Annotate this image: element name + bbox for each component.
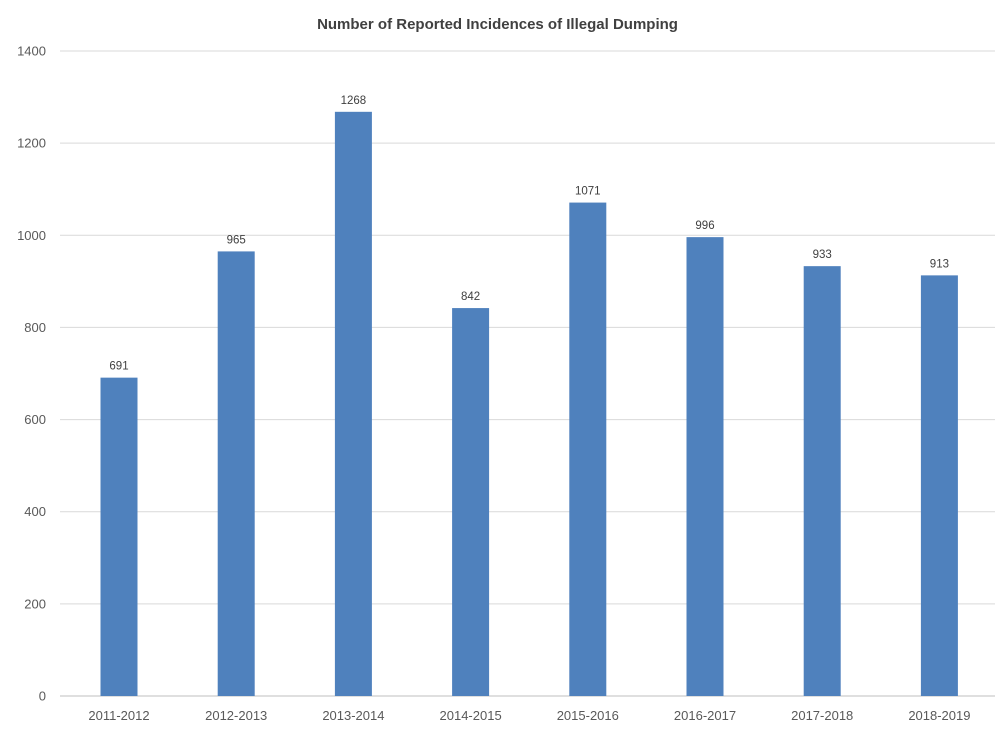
bars bbox=[100, 111, 958, 697]
bar bbox=[334, 111, 372, 697]
bar bbox=[569, 202, 607, 696]
y-axis-ticks: 0 200 400 600 800 1000 1200 1400 bbox=[17, 44, 46, 704]
x-tick-label: 2014-2015 bbox=[440, 708, 502, 723]
bar bbox=[100, 377, 138, 696]
data-label: 996 bbox=[695, 220, 714, 232]
y-tick-label: 1400 bbox=[17, 44, 46, 59]
y-tick-label: 0 bbox=[39, 689, 46, 704]
bar bbox=[803, 266, 841, 696]
chart-title: Number of Reported Incidences of Illegal… bbox=[317, 16, 678, 33]
x-tick-label: 2013-2014 bbox=[322, 708, 384, 723]
data-label: 691 bbox=[109, 361, 128, 373]
y-tick-label: 1200 bbox=[17, 136, 46, 151]
gridlines bbox=[60, 50, 995, 697]
data-label: 965 bbox=[227, 234, 246, 246]
y-tick-label: 400 bbox=[24, 504, 46, 519]
x-tick-label: 2018-2019 bbox=[908, 708, 970, 723]
x-tick-label: 2016-2017 bbox=[674, 708, 736, 723]
data-label: 1268 bbox=[341, 95, 367, 107]
bar bbox=[920, 275, 958, 696]
x-tick-label: 2012-2013 bbox=[205, 708, 267, 723]
x-tick-label: 2015-2016 bbox=[557, 708, 619, 723]
data-label: 933 bbox=[813, 249, 832, 261]
data-label: 1071 bbox=[575, 186, 601, 198]
bar bbox=[686, 237, 724, 696]
data-label: 913 bbox=[930, 258, 949, 270]
bar bbox=[217, 251, 255, 697]
bar bbox=[452, 308, 490, 696]
data-label: 842 bbox=[461, 291, 480, 303]
y-tick-label: 200 bbox=[24, 596, 46, 611]
data-labels: 691 965 1268 842 1071 996 933 913 bbox=[109, 95, 949, 373]
y-tick-label: 800 bbox=[24, 320, 46, 335]
x-axis-ticks: 2011-2012 2012-2013 2013-2014 2014-2015 2015… bbox=[88, 708, 970, 723]
y-tick-label: 1000 bbox=[17, 228, 46, 243]
y-tick-label: 600 bbox=[24, 412, 46, 427]
x-tick-label: 2017-2018 bbox=[791, 708, 853, 723]
x-tick-label: 2011-2012 bbox=[88, 708, 149, 723]
